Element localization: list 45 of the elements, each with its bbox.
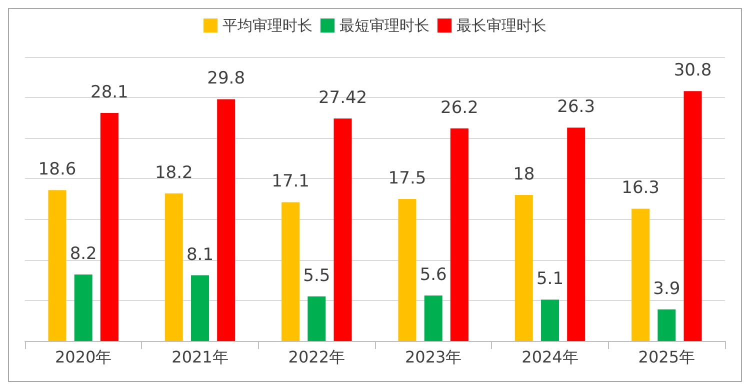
x-tick-label: 2025年 (638, 348, 696, 366)
data-label: 5.1 (536, 269, 564, 290)
data-label: 3.9 (653, 278, 680, 299)
bar (100, 112, 118, 341)
data-label: 17.1 (272, 172, 310, 192)
bar (632, 208, 650, 341)
bar (191, 275, 209, 341)
bar (398, 199, 416, 341)
bar (308, 296, 326, 341)
data-label: 26.2 (440, 98, 478, 118)
x-tick-label: 2020年 (54, 348, 112, 366)
bar (48, 190, 66, 341)
bar (217, 99, 236, 341)
bar (684, 91, 702, 341)
data-label: 30.8 (674, 60, 712, 81)
data-label: 26.3 (557, 97, 596, 118)
x-tick-label: 2022年 (288, 348, 346, 366)
data-label: 17.5 (388, 168, 426, 188)
bar (424, 296, 442, 341)
x-tick-label: 2023年 (404, 348, 462, 366)
data-label: 18 (513, 164, 535, 184)
data-label: 5.5 (303, 266, 330, 286)
bar (514, 194, 533, 341)
bar (74, 274, 92, 341)
x-tick-label: 2021年 (172, 348, 228, 366)
data-label: 27.42 (318, 88, 368, 108)
legend-label: 最长审理时长 (456, 16, 546, 34)
data-label: 29.8 (207, 68, 246, 89)
data-label: 16.3 (622, 178, 660, 198)
data-label: 18.2 (154, 162, 193, 183)
data-label: 8.2 (70, 244, 97, 264)
bar (658, 309, 676, 341)
bar (282, 202, 300, 341)
bar (334, 118, 352, 341)
data-label: 18.6 (38, 160, 76, 180)
legend-label: 最短审理时长 (340, 16, 430, 34)
data-label: 5.6 (420, 265, 447, 286)
x-tick-label: 2024年 (522, 348, 578, 366)
data-label: 8.1 (186, 244, 214, 265)
bar (164, 193, 183, 341)
legend-label: 平均审理时长 (222, 16, 312, 34)
data-label: 28.1 (90, 82, 128, 102)
bar (450, 128, 468, 341)
bar (567, 128, 586, 341)
bar (541, 300, 559, 341)
